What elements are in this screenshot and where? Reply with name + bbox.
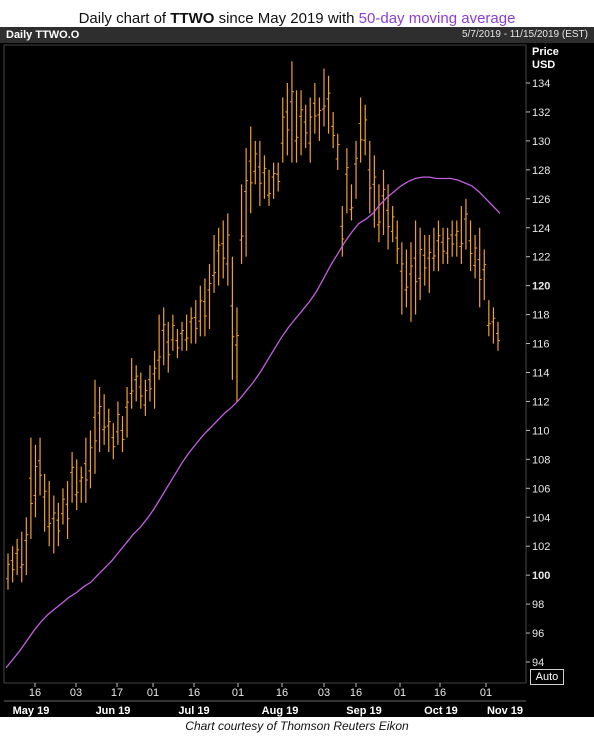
x-month-label: May 19 bbox=[13, 705, 50, 717]
y-tick-label: 120 bbox=[532, 281, 550, 293]
x-day-label: 16 bbox=[434, 687, 446, 699]
x-day-label: 03 bbox=[318, 687, 330, 699]
x-month-label: Jun 19 bbox=[96, 705, 131, 717]
auto-scale-button[interactable]: Auto bbox=[530, 669, 564, 685]
x-day-label: 01 bbox=[232, 687, 244, 699]
x-day-label: 16 bbox=[188, 687, 200, 699]
y-tick-label: 110 bbox=[532, 425, 550, 437]
y-tick-label: 130 bbox=[532, 136, 550, 148]
title-symbol: TTWO bbox=[170, 10, 215, 27]
x-day-label: 16 bbox=[350, 687, 362, 699]
title-ma-text: 50-day moving average bbox=[358, 10, 516, 27]
title-middle: since May 2019 with bbox=[214, 10, 359, 27]
price-chart[interactable]: 94 96 98 100 102 104 106 108 110 112 114 116 118 120 1… bbox=[0, 27, 594, 717]
y-tick-label: 126 bbox=[532, 194, 550, 206]
y-axis-title: USD bbox=[532, 59, 555, 71]
chart-instrument-label: Daily TTWO.O bbox=[6, 29, 80, 41]
y-tick-label: 116 bbox=[532, 339, 550, 351]
y-tick-label: 134 bbox=[532, 78, 550, 90]
y-tick-label: 102 bbox=[532, 541, 550, 553]
y-tick-label: 124 bbox=[532, 223, 550, 235]
chart-frame: Daily TTWO.O 5/7/2019 - 11/15/2019 (EST)… bbox=[0, 27, 594, 717]
chart-title: Daily chart of TTWO since May 2019 with … bbox=[0, 10, 594, 27]
x-day-label: 01 bbox=[147, 687, 159, 699]
x-month-label: Sep 19 bbox=[346, 705, 381, 717]
y-axis-title: Price bbox=[532, 46, 559, 58]
y-tick-label: 98 bbox=[532, 599, 544, 611]
x-day-label: 16 bbox=[29, 687, 41, 699]
y-tick-label: 128 bbox=[532, 165, 550, 177]
x-month-label: Jul 19 bbox=[178, 705, 209, 717]
y-tick-label: 118 bbox=[532, 310, 550, 322]
x-day-label: 17 bbox=[111, 687, 123, 699]
y-tick-label: 96 bbox=[532, 628, 544, 640]
x-month-label: Aug 19 bbox=[262, 705, 299, 717]
x-month-label: Nov 19 bbox=[487, 705, 523, 717]
chart-header-bar: Daily TTWO.O 5/7/2019 - 11/15/2019 (EST) bbox=[0, 27, 594, 43]
y-tick-label: 112 bbox=[532, 396, 550, 408]
x-month-label: Oct 19 bbox=[424, 705, 458, 717]
x-day-label: 16 bbox=[276, 687, 288, 699]
chart-date-range: 5/7/2019 - 11/15/2019 (EST) bbox=[461, 29, 588, 40]
y-tick-label: 94 bbox=[532, 657, 544, 669]
chart-caption: Chart courtesy of Thomson Reuters Eikon bbox=[185, 719, 409, 733]
y-tick-label: 104 bbox=[532, 512, 550, 524]
y-tick-label: 106 bbox=[532, 483, 550, 495]
y-tick-label: 114 bbox=[532, 368, 550, 380]
moving-average-line bbox=[5, 176, 501, 669]
x-day-label: 01 bbox=[480, 687, 492, 699]
y-tick-label: 108 bbox=[532, 454, 550, 466]
x-day-label: 03 bbox=[70, 687, 82, 699]
x-day-label: 01 bbox=[394, 687, 406, 699]
title-prefix: Daily chart of bbox=[78, 10, 171, 27]
y-tick-label: 132 bbox=[532, 107, 550, 119]
y-tick-label: 122 bbox=[532, 252, 550, 264]
y-tick-label: 100 bbox=[532, 570, 550, 582]
